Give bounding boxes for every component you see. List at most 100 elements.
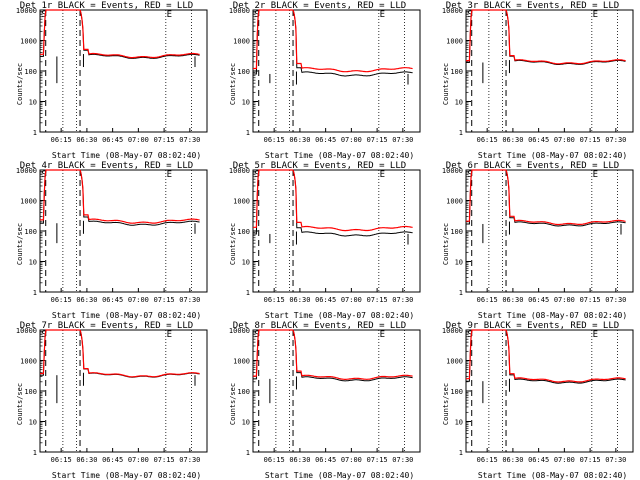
y-tick-label: 1 [33,289,37,297]
x-tick-label: 06:15 [264,296,285,304]
axes-frame [252,329,421,453]
x-tick-label: 06:15 [477,136,498,144]
detector-panel-4: Det 4r BLACK = Events, RED = LLD Start Ti… [0,160,213,320]
lld-series-line [466,329,626,383]
detector-panel-5: Det 5r BLACK = Events, RED = LLD Start Ti… [213,160,426,320]
x-tick-label: 07:15 [580,296,601,304]
panel-title: Det 2r BLACK = Events, RED = LLD [232,1,407,11]
x-axis-title: Start Time (08-May-07 08:02:40) [51,471,202,480]
lld-series-line [253,329,413,380]
events-series-line [40,169,200,226]
x-tick-label: 06:15 [477,456,498,464]
y-tick-label: 1000 [446,198,463,206]
y-tick-label: 10 [29,99,37,107]
x-tick-label: 06:30 [289,456,310,464]
y-tick-label: 10000 [16,167,37,175]
y-tick-label: 1 [246,449,250,457]
panel-title: Det 6r BLACK = Events, RED = LLD [445,161,620,171]
events-series-line [466,9,626,65]
x-tick-label: 06:45 [528,136,549,144]
lld-series-line [40,169,200,224]
y-tick-label: 1 [246,289,250,297]
x-axis-title: Start Time (08-May-07 08:02:40) [264,151,415,160]
x-tick-label: 07:00 [554,296,575,304]
x-tick-label: 07:00 [341,456,362,464]
y-tick-label: 1 [459,129,463,137]
lld-series-line [40,329,200,378]
x-axis-title: Start Time (08-May-07 08:02:40) [477,311,628,320]
y-tick-label: 10 [455,419,463,427]
x-tick-label: 06:15 [477,296,498,304]
x-tick-label: 06:30 [502,456,523,464]
y-tick-label: 10000 [442,7,463,15]
x-axis-title: Start Time (08-May-07 08:02:40) [264,311,415,320]
x-tick-label: 07:15 [367,136,388,144]
x-tick-label: 07:00 [341,296,362,304]
y-tick-label: 1000 [446,38,463,46]
panel-title: Det 8r BLACK = Events, RED = LLD [232,321,407,331]
axes-frame [465,329,634,453]
lld-series-line [466,169,626,226]
x-tick-label: 06:15 [51,456,72,464]
y-tick-label: 100 [24,388,37,396]
x-tick-label: 06:30 [76,136,97,144]
x-tick-label: 06:30 [76,296,97,304]
y-tick-label: 10 [242,259,250,267]
lld-series-line [466,9,626,65]
x-tick-label: 07:15 [367,296,388,304]
end-marker: E [380,10,385,20]
y-tick-label: 1 [459,289,463,297]
y-tick-label: 100 [450,68,463,76]
y-tick-label: 100 [237,388,250,396]
x-tick-label: 06:30 [502,296,523,304]
detector-panel-8: Det 8r BLACK = Events, RED = LLD Start Ti… [213,320,426,480]
axes-frame [465,169,634,293]
start-marker: S [41,170,46,180]
start-marker: S [41,330,46,340]
axes-frame [39,169,208,293]
x-tick-label: 07:30 [392,456,413,464]
y-tick-label: 100 [237,68,250,76]
detector-panel-6: Det 6r BLACK = Events, RED = LLD Start Ti… [426,160,639,320]
start-marker: S [254,10,259,20]
x-axis-title: Start Time (08-May-07 08:02:40) [477,151,628,160]
x-tick-label: 06:30 [502,136,523,144]
axes-frame [252,169,421,293]
y-tick-label: 100 [450,388,463,396]
events-series-line [253,329,413,382]
end-marker: E [380,170,385,180]
x-tick-label: 06:45 [102,296,123,304]
y-tick-label: 100 [450,228,463,236]
x-tick-label: 07:30 [605,296,626,304]
x-tick-label: 06:15 [51,296,72,304]
start-marker: S [254,170,259,180]
y-tick-label: 1000 [446,358,463,366]
start-marker: S [41,10,46,20]
x-tick-label: 07:00 [128,296,149,304]
axes-frame [39,329,208,453]
start-marker: S [254,330,259,340]
y-tick-label: 1000 [20,38,37,46]
x-tick-label: 07:30 [179,296,200,304]
plot-area: 1 10 100 1000 10000 06:15 06:30 06:45 07:00 07:15… [16,327,208,464]
y-tick-label: 10000 [16,7,37,15]
plot-area: 1 10 100 1000 10000 06:15 06:30 06:45 07:00 07:15… [229,167,421,304]
y-tick-label: 10000 [229,327,250,335]
end-marker: E [593,10,598,20]
start-marker: S [467,10,472,20]
y-tick-label: 1 [246,129,250,137]
x-tick-label: 07:00 [128,136,149,144]
x-tick-label: 07:30 [179,136,200,144]
plot-area: 1 10 100 1000 10000 06:15 06:30 06:45 07:00 07:15… [229,327,421,464]
start-marker: S [467,170,472,180]
y-tick-label: 100 [24,68,37,76]
x-tick-label: 06:15 [264,136,285,144]
x-axis-title: Start Time (08-May-07 08:02:40) [51,151,202,160]
y-tick-label: 1 [33,449,37,457]
y-tick-label: 10 [242,419,250,427]
x-tick-label: 06:45 [315,296,336,304]
x-axis-title: Start Time (08-May-07 08:02:40) [477,471,628,480]
events-series-line [40,329,200,378]
y-tick-label: 100 [24,228,37,236]
y-tick-label: 10000 [229,167,250,175]
